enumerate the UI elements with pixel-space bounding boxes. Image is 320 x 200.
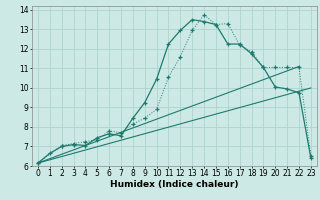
X-axis label: Humidex (Indice chaleur): Humidex (Indice chaleur): [110, 180, 239, 189]
